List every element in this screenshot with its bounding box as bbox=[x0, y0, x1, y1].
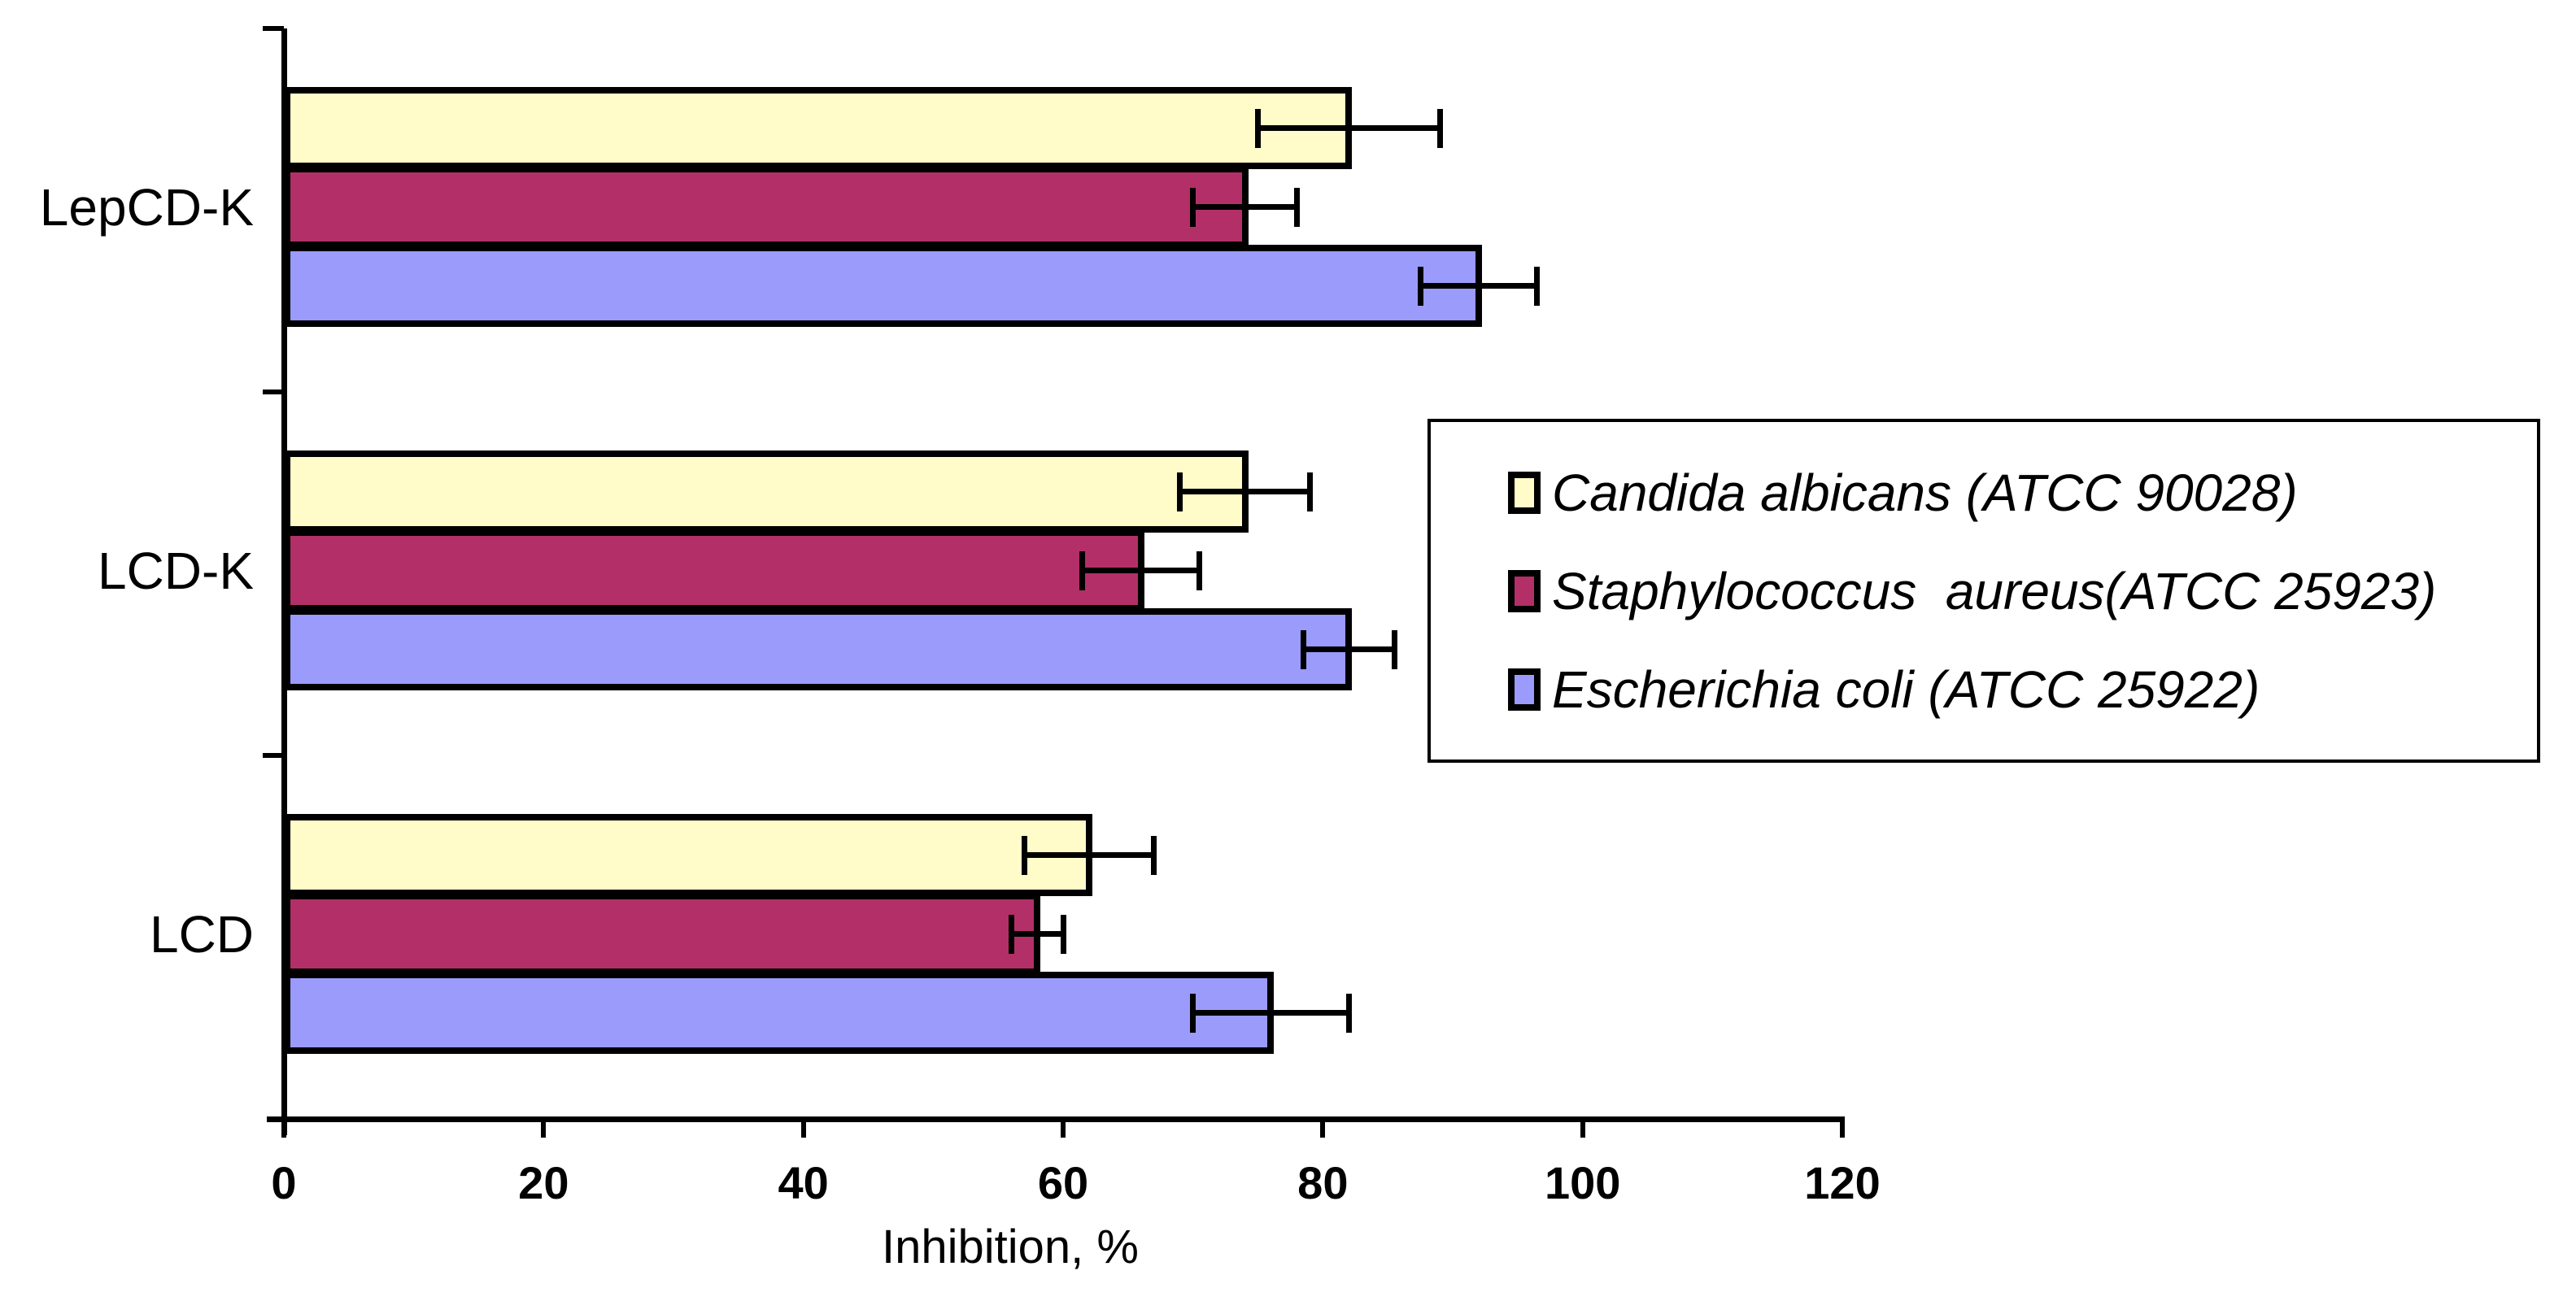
x-axis-tick bbox=[281, 1120, 286, 1138]
bar-LCD-series1 bbox=[284, 814, 1092, 896]
error-bar-line bbox=[1192, 1010, 1349, 1016]
error-bar-cap-left bbox=[1190, 187, 1196, 227]
error-bar-cap-left bbox=[1021, 835, 1027, 875]
bar-LCD-series3 bbox=[284, 972, 1274, 1054]
error-bar-line bbox=[1257, 125, 1441, 131]
bar-LCD-K-series1 bbox=[284, 450, 1249, 533]
x-axis-tick bbox=[1320, 1120, 1326, 1138]
error-bar-line bbox=[1011, 931, 1063, 937]
x-axis-tick bbox=[800, 1120, 806, 1138]
error-bar-cap-right bbox=[1391, 629, 1397, 669]
legend-item-2: Staphylococcus aureus(ATCC 25923) bbox=[1508, 561, 2529, 621]
y-axis-tick bbox=[263, 753, 284, 758]
error-bar-line bbox=[1179, 489, 1310, 494]
error-bar-line bbox=[1303, 646, 1395, 652]
x-axis-tick bbox=[1580, 1120, 1585, 1138]
error-bar-cap-left bbox=[1255, 108, 1261, 148]
y-axis-tick bbox=[263, 390, 284, 394]
legend: Candida albicans (ATCC 90028) Staphylococ… bbox=[1427, 419, 2540, 763]
bar-LCD-series2 bbox=[284, 893, 1040, 975]
legend-swatch-icon bbox=[1508, 569, 1541, 612]
error-bar-cap-left bbox=[1417, 266, 1423, 306]
error-bar-cap-left bbox=[1177, 472, 1183, 511]
error-bar-line bbox=[1192, 204, 1297, 210]
bar-LCD-K-series2 bbox=[284, 529, 1144, 612]
x-axis-tick-label: 120 bbox=[1804, 1157, 1881, 1208]
error-bar-cap-right bbox=[1060, 914, 1066, 954]
legend-item-1: Candida albicans (ATCC 90028) bbox=[1508, 463, 2529, 523]
x-axis-tick-label: 40 bbox=[778, 1157, 829, 1208]
legend-label: Escherichia coli (ATCC 25922) bbox=[1552, 659, 2260, 719]
error-bar-line bbox=[1024, 852, 1154, 858]
bar-LepCD-K-series3 bbox=[284, 245, 1482, 327]
x-axis-tick bbox=[541, 1120, 547, 1138]
x-axis-tick-label: 60 bbox=[1037, 1157, 1089, 1208]
category-label: LepCD-K bbox=[39, 177, 254, 237]
bar-LepCD-K-series1 bbox=[284, 87, 1352, 169]
error-bar-cap-right bbox=[1293, 187, 1300, 227]
category-label: LCD bbox=[149, 904, 254, 964]
error-bar-cap-left bbox=[1008, 914, 1014, 954]
error-bar-cap-right bbox=[1436, 108, 1443, 148]
legend-label: Staphylococcus aureus(ATCC 25923) bbox=[1552, 561, 2437, 620]
x-axis-tick-label: 20 bbox=[518, 1157, 569, 1208]
error-bar-cap-right bbox=[1151, 835, 1157, 875]
error-bar-line bbox=[1420, 283, 1537, 289]
x-axis-tick-label: 0 bbox=[271, 1157, 297, 1208]
legend-item-3: Escherichia coli (ATCC 25922) bbox=[1508, 659, 2529, 720]
legend-label: Candida albicans (ATCC 90028) bbox=[1552, 463, 2298, 522]
error-bar-cap-right bbox=[1306, 472, 1313, 511]
legend-swatch-icon bbox=[1508, 471, 1541, 514]
x-axis-tick-label: 80 bbox=[1297, 1157, 1349, 1208]
bar-LepCD-K-series2 bbox=[284, 166, 1249, 248]
bar-LCD-K-series3 bbox=[284, 608, 1352, 690]
x-axis-tick bbox=[1061, 1120, 1066, 1138]
error-bar-cap-left bbox=[1079, 551, 1086, 590]
y-axis-tick bbox=[263, 26, 284, 31]
x-axis-tick-label: 100 bbox=[1544, 1157, 1621, 1208]
legend-swatch-icon bbox=[1508, 668, 1541, 711]
x-axis-tick bbox=[1840, 1120, 1845, 1138]
error-bar-cap-right bbox=[1196, 551, 1203, 590]
x-axis-line bbox=[267, 1116, 1845, 1122]
error-bar-line bbox=[1082, 568, 1200, 573]
error-bar-cap-left bbox=[1300, 629, 1306, 669]
error-bar-cap-left bbox=[1190, 993, 1196, 1033]
error-bar-cap-right bbox=[1534, 266, 1541, 306]
x-axis-title: Inhibition, % bbox=[882, 1221, 1139, 1273]
category-label: LCD-K bbox=[97, 541, 254, 600]
error-bar-cap-right bbox=[1345, 993, 1352, 1033]
